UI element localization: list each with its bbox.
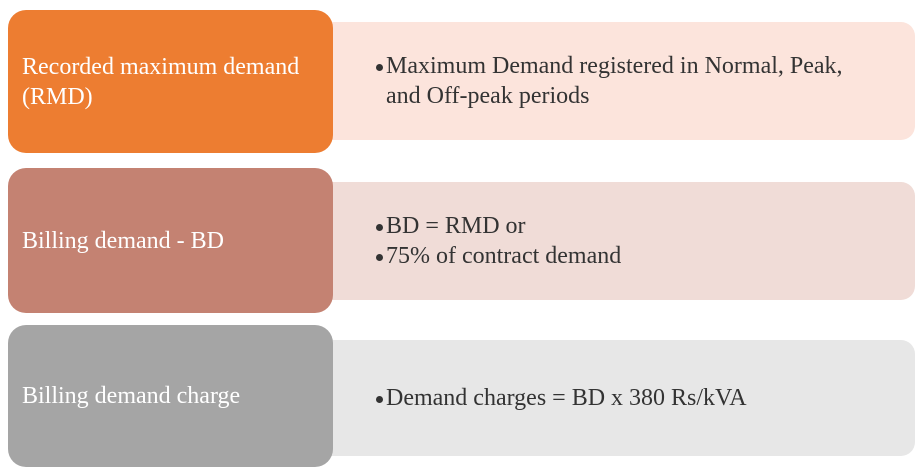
detail-panel: BD = RMD or 75% of contract demand xyxy=(318,182,915,300)
bullet-list: Demand charges = BD x 380 Rs/kVA xyxy=(376,383,846,413)
bullet-text: 75% of contract demand xyxy=(386,243,622,269)
category-label: Recorded maximum demand (RMD) xyxy=(22,53,300,110)
bullet-item: Maximum Demand registered in Normal, Pea… xyxy=(376,51,846,111)
bullet-text: Maximum Demand registered in Normal, Pea… xyxy=(386,53,843,109)
bullet-item: BD = RMD or xyxy=(376,211,846,241)
bullet-item: 75% of contract demand xyxy=(376,241,846,271)
bullet-list: BD = RMD or 75% of contract demand xyxy=(376,211,846,271)
bullet-dot xyxy=(376,64,383,71)
bullet-text: BD = RMD or xyxy=(386,213,526,239)
category-box: Recorded maximum demand (RMD) xyxy=(8,10,333,153)
category-box: Billing demand charge xyxy=(8,325,333,467)
bullet-list: Maximum Demand registered in Normal, Pea… xyxy=(376,51,846,111)
category-box: Billing demand - BD xyxy=(8,168,333,313)
bullet-text: Demand charges = BD x 380 Rs/kVA xyxy=(386,385,747,411)
detail-panel: Demand charges = BD x 380 Rs/kVA xyxy=(318,340,915,456)
bullet-item: Demand charges = BD x 380 Rs/kVA xyxy=(376,383,846,413)
detail-panel: Maximum Demand registered in Normal, Pea… xyxy=(318,22,915,140)
bullet-dot xyxy=(376,254,383,261)
category-label: Billing demand charge xyxy=(22,383,241,409)
bullet-dot xyxy=(376,224,383,231)
category-label: Billing demand - BD xyxy=(22,227,224,254)
bullet-dot xyxy=(376,396,383,403)
